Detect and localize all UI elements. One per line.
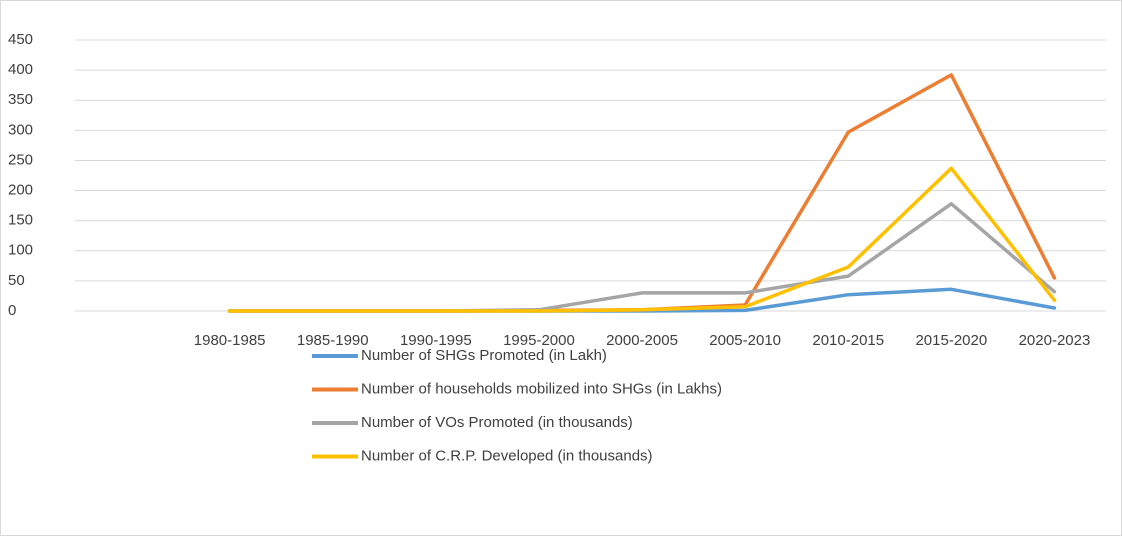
y-tick-label: 400 [8,61,33,78]
legend-label: Number of SHGs Promoted (in Lakh) [361,347,607,364]
y-tick-label: 100 [8,242,33,259]
y-tick-label: 50 [8,272,25,289]
legend-label: Number of C.R.P. Developed (in thousands… [361,447,653,464]
legend-label: Number of households mobilized into SHGs… [361,380,722,397]
y-tick-label: 350 [8,91,33,108]
x-tick-label: 2015-2020 [915,332,987,349]
x-tick-label: 2020-2023 [1019,332,1091,349]
x-tick-label: 1990-1995 [400,332,472,349]
y-tick-label: 200 [8,182,33,199]
y-tick-label: 0 [8,302,16,319]
series-line [227,166,1057,313]
y-tick-label: 150 [8,212,33,229]
y-tick-label: 300 [8,121,33,138]
x-tick-label: 1985-1990 [297,332,369,349]
legend-label: Number of VOs Promoted (in thousands) [361,414,633,431]
x-tick-label: 2010-2015 [812,332,884,349]
y-tick-label: 450 [8,31,33,48]
x-tick-label: 1980-1985 [194,332,266,349]
x-tick-label: 2000-2005 [606,332,678,349]
y-tick-label: 250 [8,151,33,168]
x-tick-label: 2005-2010 [709,332,781,349]
x-tick-label: 1995-2000 [503,332,575,349]
